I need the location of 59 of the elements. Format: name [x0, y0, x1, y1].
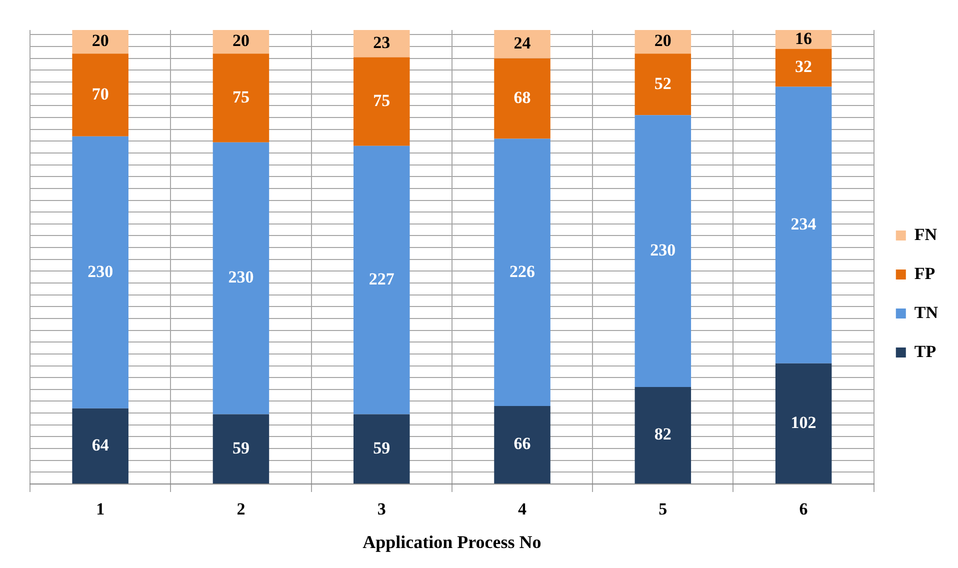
- bar: [634, 387, 692, 484]
- x-tick-label: 3: [377, 500, 386, 519]
- bar: [494, 58, 550, 139]
- data-label: 20: [654, 31, 672, 50]
- data-label: 59: [373, 438, 390, 458]
- data-label: 75: [373, 90, 390, 110]
- x-tick-label: 5: [658, 500, 668, 519]
- bar: [775, 30, 832, 49]
- data-label: 59: [232, 438, 250, 458]
- data-label: 68: [514, 88, 531, 107]
- x-tick-label: 6: [799, 500, 808, 519]
- bar: [494, 30, 550, 58]
- data-label: 52: [654, 74, 672, 93]
- data-label: 70: [92, 84, 109, 104]
- legend-label: TP: [914, 342, 936, 361]
- bar: [212, 54, 270, 142]
- bar: [72, 30, 128, 54]
- data-label: 20: [92, 31, 109, 50]
- bar: [634, 30, 692, 54]
- data-label: 16: [795, 28, 812, 48]
- bar: [775, 48, 832, 87]
- x-tick-label: 2: [236, 500, 246, 519]
- bar: [212, 414, 270, 484]
- bar: [353, 146, 410, 414]
- bar: [212, 142, 270, 414]
- bar: [353, 30, 410, 58]
- data-label: 20: [232, 31, 250, 50]
- bar: [494, 406, 550, 484]
- data-label: 226: [510, 262, 536, 281]
- data-label: 230: [228, 268, 254, 287]
- data-label: 102: [790, 412, 816, 432]
- bar: [634, 115, 692, 388]
- legend-label: FN: [914, 224, 938, 244]
- x-axis-title: Application Process No: [362, 532, 542, 552]
- bar: [353, 57, 410, 146]
- data-label: 230: [88, 262, 114, 281]
- data-label: 24: [514, 34, 532, 53]
- x-tick-label: 4: [518, 500, 528, 519]
- data-label: 32: [795, 57, 812, 76]
- x-tick-label: 1: [96, 500, 105, 519]
- bar: [775, 363, 832, 484]
- data-label: 227: [368, 269, 395, 288]
- data-label: 64: [92, 435, 110, 454]
- data-label: 234: [790, 214, 817, 234]
- data-label: 82: [654, 424, 672, 444]
- data-label: 23: [373, 32, 390, 52]
- data-label: 66: [514, 434, 531, 454]
- data-label: 230: [650, 240, 676, 260]
- bar: [212, 30, 270, 54]
- bar: [72, 136, 128, 408]
- data-label: 75: [232, 87, 250, 106]
- bar: [775, 86, 832, 364]
- bar: [353, 414, 410, 484]
- bar: [634, 54, 692, 116]
- bar: [72, 408, 128, 484]
- bar: [494, 138, 550, 406]
- legend-label: FP: [914, 264, 936, 283]
- bar: [72, 54, 128, 136]
- legend-label: TN: [914, 302, 939, 322]
